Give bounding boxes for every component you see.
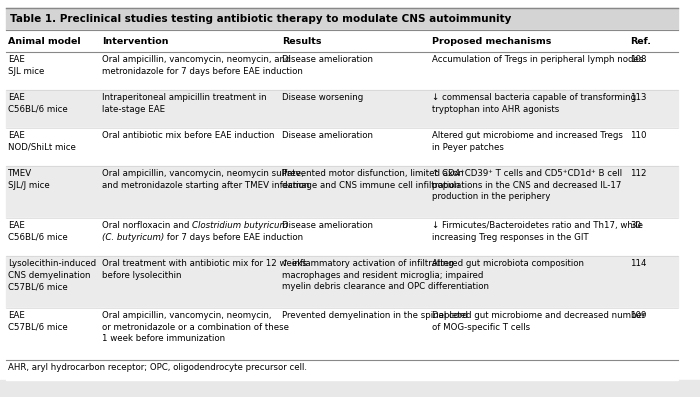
Text: damage and CNS immune cell infiltration: damage and CNS immune cell infiltration: [282, 181, 460, 190]
Text: production in the periphery: production in the periphery: [432, 192, 550, 201]
Text: ↓ commensal bacteria capable of transforming: ↓ commensal bacteria capable of transfor…: [432, 93, 636, 102]
Text: 114: 114: [630, 259, 647, 268]
Text: (C. butyricum): (C. butyricum): [102, 233, 164, 242]
Bar: [6, 30, 678, 52]
Text: in Peyer patches: in Peyer patches: [432, 143, 504, 152]
Text: SJL/J mice: SJL/J mice: [8, 181, 50, 190]
Text: for 7 days before EAE induction: for 7 days before EAE induction: [164, 233, 303, 242]
Text: C57BL/6 mice: C57BL/6 mice: [8, 323, 68, 331]
Text: Prevented demyelination in the spinal cord: Prevented demyelination in the spinal co…: [282, 311, 468, 320]
Text: Proposed mechanisms: Proposed mechanisms: [432, 37, 552, 46]
Text: Disease worsening: Disease worsening: [282, 93, 363, 102]
Bar: [6, 308, 678, 360]
Bar: [6, 90, 678, 128]
Text: or metronidazole or a combination of these: or metronidazole or a combination of the…: [102, 323, 289, 331]
Bar: [6, 256, 678, 308]
Text: SJL mice: SJL mice: [8, 67, 44, 75]
Text: 108: 108: [630, 55, 647, 64]
Text: and metronidazole starting after TMEV infection: and metronidazole starting after TMEV in…: [102, 181, 309, 190]
Text: metronidazole for 7 days before EAE induction: metronidazole for 7 days before EAE indu…: [102, 67, 303, 75]
Text: ↑ inflammatory activation of infiltrating: ↑ inflammatory activation of infiltratin…: [282, 259, 454, 268]
Text: EAE: EAE: [8, 221, 25, 230]
Text: 109: 109: [630, 311, 646, 320]
Text: Oral norfloxacin and: Oral norfloxacin and: [102, 221, 192, 230]
Text: Table 1. Preclinical studies testing antibiotic therapy to modulate CNS autoimmu: Table 1. Preclinical studies testing ant…: [10, 14, 512, 24]
Text: Altered gut microbiome and increased Tregs: Altered gut microbiome and increased Tre…: [432, 131, 623, 140]
Text: Oral antibiotic mix before EAE induction: Oral antibiotic mix before EAE induction: [102, 131, 274, 140]
Text: 112: 112: [630, 169, 647, 178]
Text: macrophages and resident microglia; impaired: macrophages and resident microglia; impa…: [282, 271, 484, 279]
Text: ↓ Firmicutes/Bacteroidetes ratio and Th17, while: ↓ Firmicutes/Bacteroidetes ratio and Th1…: [432, 221, 643, 230]
Bar: [6, 128, 678, 166]
Text: before lysolecithin: before lysolecithin: [102, 271, 181, 279]
Text: Disease amelioration: Disease amelioration: [282, 55, 373, 64]
Text: C56BL/6 mice: C56BL/6 mice: [8, 105, 68, 114]
Text: Clostridium butyricum: Clostridium butyricum: [192, 221, 288, 230]
Text: of MOG-specific T cells: of MOG-specific T cells: [432, 323, 530, 331]
Text: C56BL/6 mice: C56BL/6 mice: [8, 233, 68, 242]
Bar: [6, 218, 678, 256]
Text: CNS demyelination: CNS demyelination: [8, 271, 90, 279]
Text: EAE: EAE: [8, 131, 25, 140]
Text: C57BL/6 mice: C57BL/6 mice: [8, 282, 68, 291]
Text: Depleted gut microbiome and decreased number: Depleted gut microbiome and decreased nu…: [432, 311, 645, 320]
Text: Oral ampicillin, vancomycin, neomycin sulfate,: Oral ampicillin, vancomycin, neomycin su…: [102, 169, 304, 178]
Text: myelin debris clearance and OPC differentiation: myelin debris clearance and OPC differen…: [282, 282, 489, 291]
Text: AHR, aryl hydrocarbon receptor; OPC, oligodendrocyte precursor cell.: AHR, aryl hydrocarbon receptor; OPC, oli…: [8, 363, 307, 372]
Text: 113: 113: [630, 93, 647, 102]
Text: NOD/ShiLt mice: NOD/ShiLt mice: [8, 143, 76, 152]
Bar: [6, 166, 678, 218]
Text: Results: Results: [282, 37, 321, 46]
Text: Altered gut microbiota composition: Altered gut microbiota composition: [432, 259, 584, 268]
Text: EAE: EAE: [8, 93, 25, 102]
Text: Disease amelioration: Disease amelioration: [282, 131, 373, 140]
Text: Intervention: Intervention: [102, 37, 169, 46]
Text: Prevented motor disfunction, limited axon: Prevented motor disfunction, limited axo…: [282, 169, 463, 178]
Bar: [6, 8, 678, 30]
Text: Oral ampicillin, vancomycin, neomycin, and: Oral ampicillin, vancomycin, neomycin, a…: [102, 55, 290, 64]
Text: 110: 110: [630, 131, 647, 140]
Text: Disease amelioration: Disease amelioration: [282, 221, 373, 230]
Text: increasing Treg responses in the GIT: increasing Treg responses in the GIT: [432, 233, 589, 242]
Text: Oral treatment with antibiotic mix for 12 weeks: Oral treatment with antibiotic mix for 1…: [102, 259, 307, 268]
Text: late-stage EAE: late-stage EAE: [102, 105, 165, 114]
Text: populations in the CNS and decreased IL-17: populations in the CNS and decreased IL-…: [432, 181, 622, 190]
Text: Accumulation of Tregs in peripheral lymph nodes: Accumulation of Tregs in peripheral lymp…: [432, 55, 643, 64]
Bar: [0, 380, 700, 397]
Text: 1 week before immunization: 1 week before immunization: [102, 334, 225, 343]
Text: Ref.: Ref.: [630, 37, 651, 46]
Text: Animal model: Animal model: [8, 37, 81, 46]
Text: tryptophan into AHR agonists: tryptophan into AHR agonists: [432, 105, 559, 114]
Text: Oral ampicillin, vancomycin, neomycin,: Oral ampicillin, vancomycin, neomycin,: [102, 311, 272, 320]
Bar: [6, 360, 678, 380]
Text: Lysolecithin-induced: Lysolecithin-induced: [8, 259, 96, 268]
Text: EAE: EAE: [8, 311, 25, 320]
Text: ↑ CD4⁺CD39⁺ T cells and CD5⁺CD1d⁺ B cell: ↑ CD4⁺CD39⁺ T cells and CD5⁺CD1d⁺ B cell: [432, 169, 622, 178]
Bar: [6, 52, 678, 90]
Text: TMEV: TMEV: [8, 169, 32, 178]
Text: EAE: EAE: [8, 55, 25, 64]
Text: Intraperitoneal ampicillin treatment in: Intraperitoneal ampicillin treatment in: [102, 93, 267, 102]
Text: 30: 30: [630, 221, 641, 230]
